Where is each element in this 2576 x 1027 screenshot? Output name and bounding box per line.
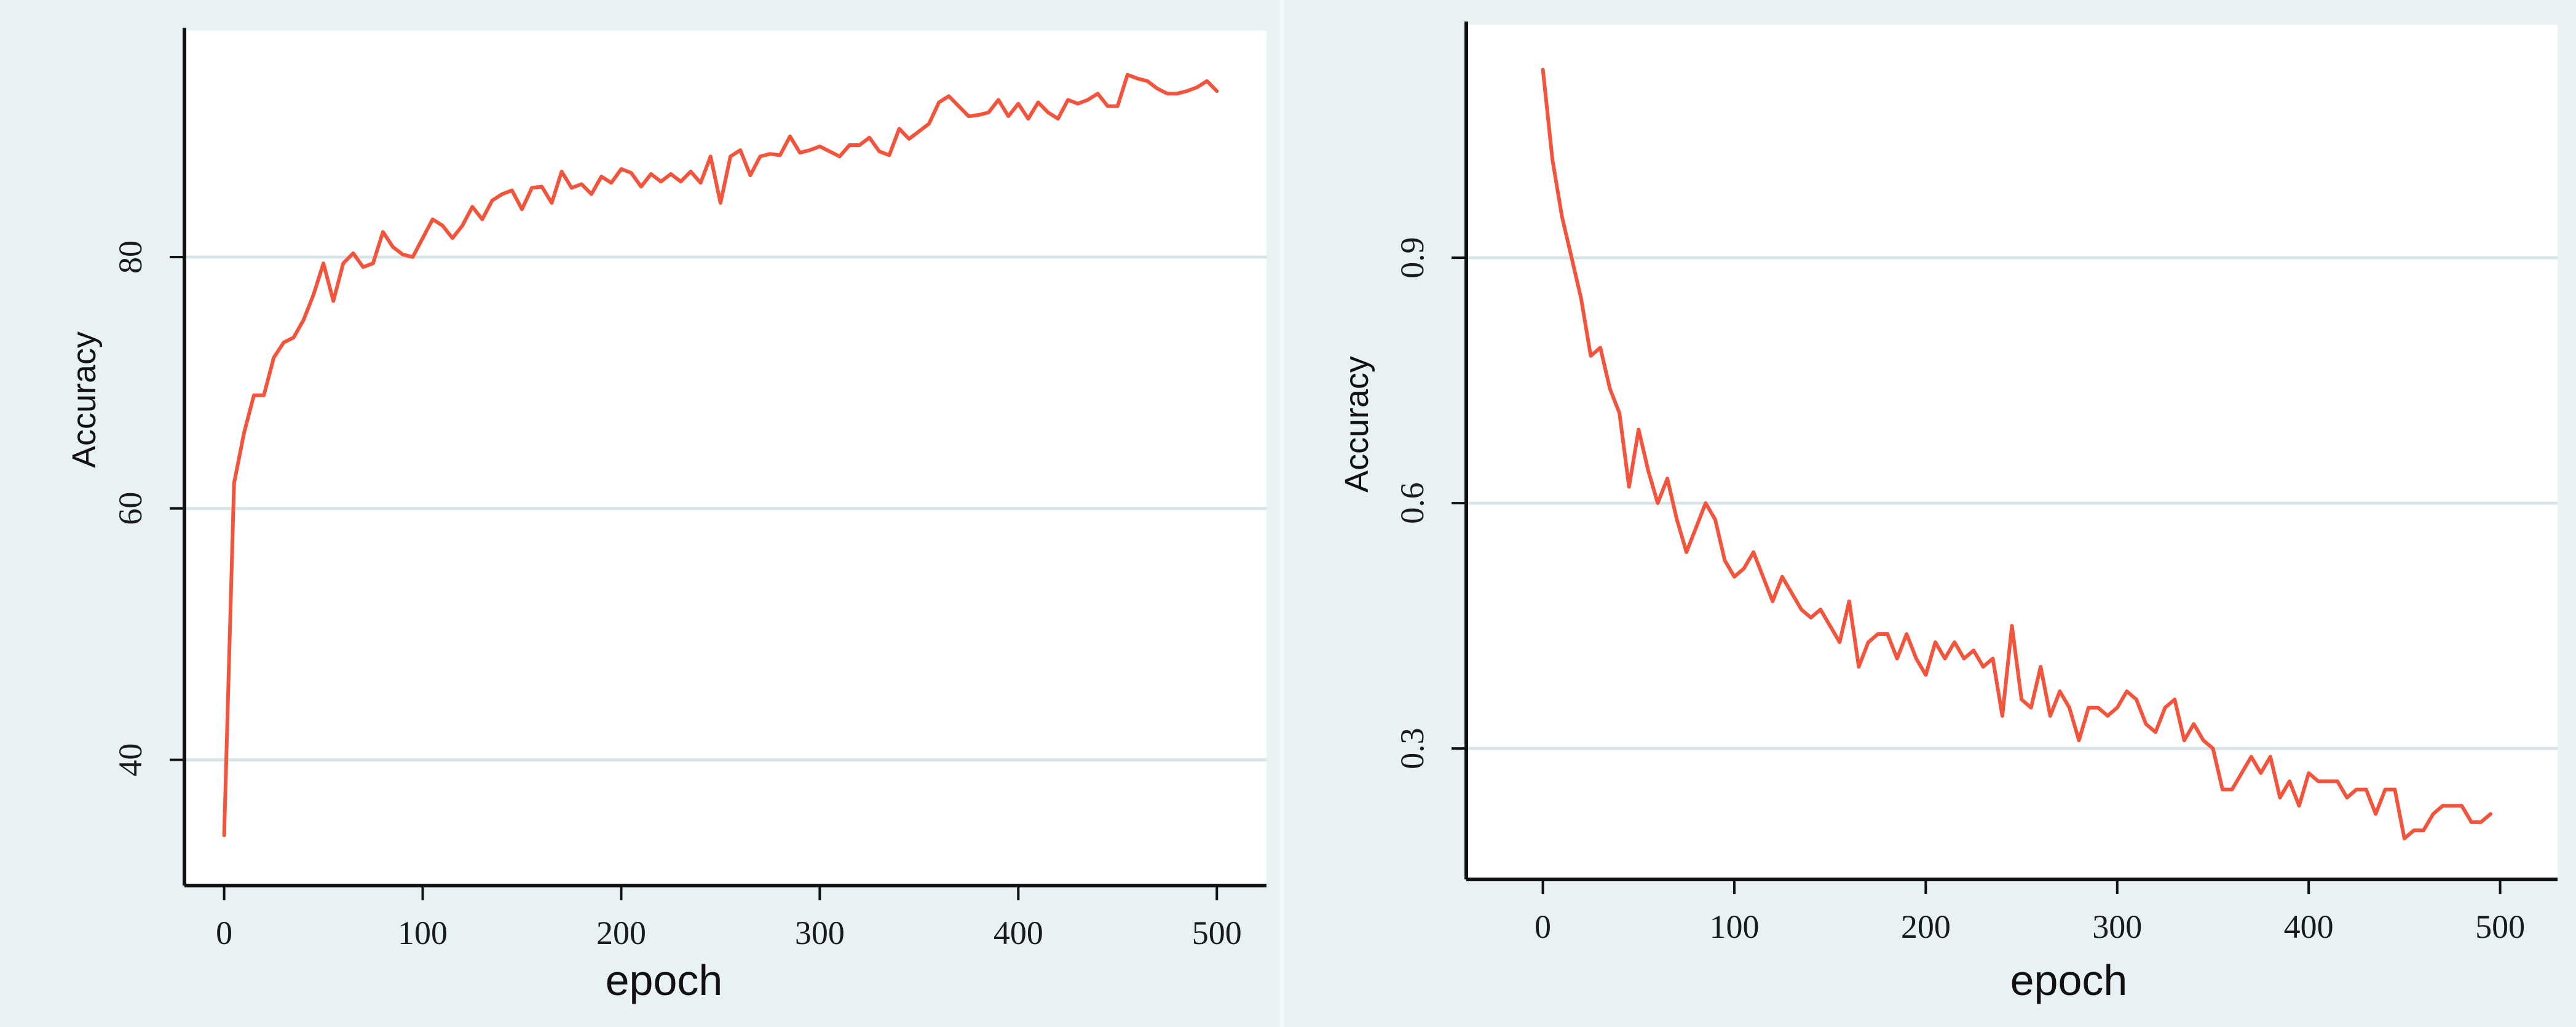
x-axis-title-left: epoch (606, 956, 723, 1004)
x-axis-title-right: epoch (2010, 956, 2128, 1004)
x-tick-label-right-4: 400 (2284, 908, 2334, 945)
x-tick-label-left-0: 0 (216, 914, 232, 951)
x-tick-label-right-2: 200 (1901, 908, 1951, 945)
y-tick-label-right-2: 0.9 (1394, 237, 1431, 279)
x-tick-label-left-1: 100 (398, 914, 448, 951)
x-tick-label-left-5: 500 (1192, 914, 1242, 951)
panel-divider (1280, 0, 1284, 1027)
accuracy-chart-left: 0 100 200 300 400 500 40 60 80 epoch Accuracy (66, 28, 1266, 1004)
series-line-right-0 (1541, 68, 2492, 841)
y-tick-label-right-1: 0.6 (1394, 482, 1431, 524)
x-ticks-left: 0 100 200 300 400 500 (216, 886, 1242, 951)
x-tick-label-right-3: 300 (2092, 908, 2142, 945)
plot-area-right (1466, 25, 2558, 879)
plot-area-left (184, 31, 1266, 886)
accuracy-chart-right: 0 100 200 300 400 500 0.3 0.6 0.9 epoch Accurac… (1338, 22, 2558, 1004)
y-axis-title-left: Accuracy (66, 331, 103, 468)
x-tick-label-left-4: 400 (994, 914, 1043, 951)
x-tick-label-right-1: 100 (1709, 908, 1759, 945)
y-tick-label-right-0: 0.3 (1394, 728, 1431, 769)
y-tick-label-left-1: 60 (112, 492, 149, 525)
series-line-left-0 (222, 73, 1219, 838)
gridlines-left (184, 255, 1266, 762)
y-ticks-left: 40 60 80 (112, 240, 184, 777)
series-right (1541, 68, 2492, 841)
y-tick-label-left-2: 80 (112, 240, 149, 274)
y-ticks-right: 0.3 0.6 0.9 (1394, 237, 1466, 769)
gridlines-right (1466, 256, 2558, 750)
x-tick-label-left-3: 300 (795, 914, 845, 951)
y-tick-label-left-0: 40 (112, 743, 149, 777)
series-left (222, 73, 1219, 838)
x-ticks-right: 0 100 200 300 400 500 (1535, 879, 2525, 945)
x-tick-label-right-0: 0 (1535, 908, 1551, 945)
axes-right (1464, 22, 2558, 881)
axes-left (183, 28, 1266, 887)
x-tick-label-left-2: 200 (596, 914, 646, 951)
x-tick-label-right-5: 500 (2475, 908, 2525, 945)
y-axis-title-right: Accuracy (1338, 356, 1375, 493)
